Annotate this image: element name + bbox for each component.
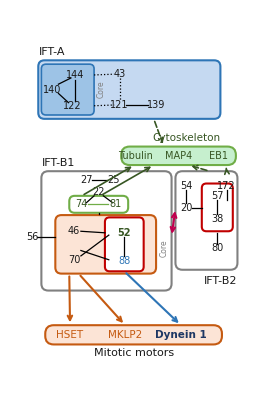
FancyBboxPatch shape (202, 184, 233, 231)
Text: 122: 122 (63, 101, 82, 111)
Text: 27: 27 (80, 176, 93, 186)
FancyBboxPatch shape (121, 146, 236, 165)
FancyBboxPatch shape (69, 196, 128, 213)
FancyBboxPatch shape (45, 325, 222, 344)
Text: 22: 22 (93, 187, 105, 197)
FancyBboxPatch shape (41, 171, 172, 290)
Text: Cytoskeleton: Cytoskeleton (152, 134, 220, 144)
Text: 54: 54 (180, 181, 193, 191)
Text: 74: 74 (76, 199, 88, 209)
Text: 46: 46 (68, 226, 80, 236)
Text: Mitotic motors: Mitotic motors (94, 348, 174, 358)
Text: 81: 81 (110, 199, 122, 209)
Text: MKLP2: MKLP2 (108, 330, 142, 340)
Text: 139: 139 (147, 100, 165, 110)
Text: 38: 38 (211, 214, 224, 224)
Text: IFT-B1: IFT-B1 (42, 158, 76, 168)
Text: 172: 172 (217, 181, 236, 191)
Text: MAP4: MAP4 (165, 151, 192, 161)
FancyBboxPatch shape (105, 218, 144, 271)
FancyBboxPatch shape (41, 64, 94, 115)
Text: EB1: EB1 (209, 151, 228, 161)
Text: IFT-B2: IFT-B2 (204, 276, 238, 286)
Text: 56: 56 (26, 232, 38, 242)
Text: 70: 70 (68, 255, 80, 265)
Text: 43: 43 (114, 69, 126, 79)
Text: 57: 57 (211, 191, 224, 201)
Text: Core: Core (96, 81, 105, 98)
Text: 20: 20 (180, 203, 193, 213)
Text: Dynein 1: Dynein 1 (155, 330, 207, 340)
Text: HSET: HSET (56, 330, 84, 340)
Text: Core: Core (160, 239, 169, 257)
FancyBboxPatch shape (55, 215, 156, 274)
Text: 25: 25 (107, 176, 120, 186)
Text: 144: 144 (66, 70, 85, 80)
Text: 88: 88 (118, 256, 130, 266)
Text: 52: 52 (118, 228, 131, 238)
Text: 140: 140 (43, 84, 61, 94)
FancyBboxPatch shape (38, 60, 220, 119)
FancyBboxPatch shape (175, 171, 238, 270)
Text: Tubulin: Tubulin (118, 151, 153, 161)
Text: 121: 121 (110, 100, 129, 110)
Text: IFT-A: IFT-A (39, 47, 66, 57)
Text: 80: 80 (211, 243, 224, 253)
